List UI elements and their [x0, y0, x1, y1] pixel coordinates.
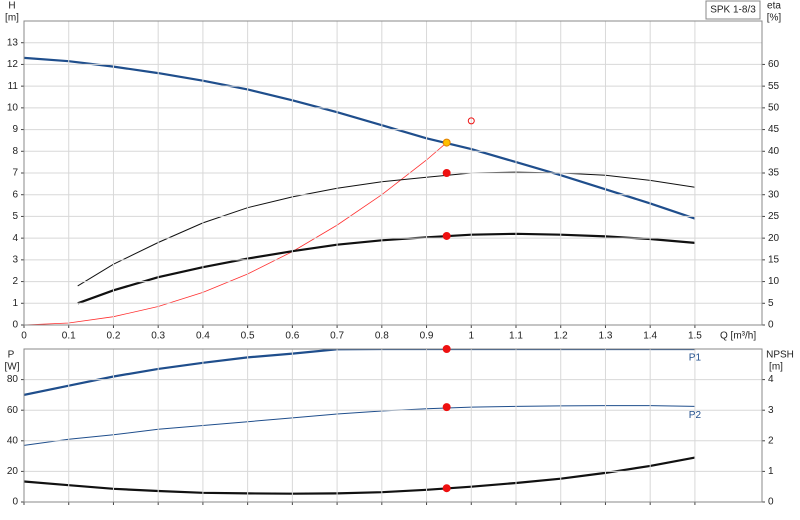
x-tick-label: 0.3 [151, 331, 165, 342]
x-axis-label: Q [m³/h] [720, 331, 756, 342]
y2-axis-unit: [%] [767, 13, 782, 24]
x-tick-label: 1.3 [599, 331, 613, 342]
y2-axis-label: NPSH [766, 350, 794, 361]
y2-tick-label: 0 [768, 320, 774, 331]
plot-frame [23, 348, 763, 503]
y-tick-label: 9 [12, 124, 18, 135]
title-box [705, 0, 761, 20]
y-tick-label: 1 [12, 298, 18, 309]
curve [77, 232, 695, 305]
y-tick-label: 0 [12, 320, 18, 331]
x-tick-label: 1.1 [509, 331, 523, 342]
y2-tick-label: 60 [768, 59, 780, 70]
y2-tick-label: 1 [768, 466, 774, 477]
operating-point [442, 169, 451, 177]
y-tick-label: 4 [12, 233, 18, 244]
x-tick-label: 0.6 [285, 331, 299, 342]
y2-tick-label: 25 [768, 211, 780, 222]
curve [24, 405, 695, 446]
curve [24, 142, 447, 325]
y-axis-label: H [8, 1, 15, 12]
y2-tick-label: 30 [768, 189, 780, 200]
curve [24, 349, 695, 396]
y2-tick-label: 4 [768, 374, 774, 385]
y-tick-label: 20 [7, 466, 19, 477]
y-tick-label: 7 [12, 168, 18, 179]
operating-point [442, 484, 451, 493]
y2-tick-label: 15 [768, 254, 780, 265]
operating-point [442, 138, 451, 147]
y2-tick-label: 0 [768, 497, 774, 508]
y-tick-label: 60 [7, 405, 19, 416]
y-tick-label: 5 [12, 211, 18, 222]
x-tick-label: 0 [21, 331, 27, 342]
y-tick-label: 80 [7, 374, 19, 385]
curve-label: P1 [689, 353, 702, 364]
y-tick-label: 6 [12, 189, 18, 200]
operating-point [442, 345, 451, 353]
x-tick-label: 1.5 [688, 331, 702, 342]
curve [24, 456, 696, 495]
plot-layer [24, 349, 696, 495]
y2-tick-label: 2 [768, 435, 774, 446]
plot-layer [24, 56, 696, 325]
x-tick-label: 0.7 [330, 331, 344, 342]
x-tick-label: 0.2 [107, 331, 121, 342]
y-axis-label: P [8, 350, 15, 361]
y2-tick-label: 10 [768, 276, 780, 287]
x-tick-label: 0.1 [62, 331, 76, 342]
y2-tick-label: 3 [768, 405, 774, 416]
x-tick-label: 1 [468, 331, 474, 342]
y2-axis-label: eta [767, 1, 781, 12]
curve [24, 56, 696, 220]
y2-tick-label: 20 [768, 233, 780, 244]
operating-point [442, 231, 451, 240]
y-tick-label: 10 [7, 102, 19, 113]
x-tick-label: 1.4 [643, 331, 657, 342]
operating-point [442, 403, 451, 412]
y2-tick-label: 35 [768, 168, 780, 179]
y-tick-label: 3 [12, 254, 18, 265]
y-tick-label: 2 [12, 276, 18, 287]
x-tick-label: 0.8 [375, 331, 389, 342]
y-tick-label: 13 [7, 37, 19, 48]
curve-label: P2 [689, 410, 702, 421]
x-tick-label: 0.5 [241, 331, 255, 342]
x-tick-label: 0.9 [420, 331, 434, 342]
y2-tick-label: 50 [768, 102, 780, 113]
operating-point [467, 117, 475, 125]
y2-tick-label: 55 [768, 81, 780, 92]
y2-tick-label: 40 [768, 146, 780, 157]
chart-title: SPK 1-8/3 [710, 5, 756, 16]
y2-tick-label: 5 [768, 298, 774, 309]
y-tick-label: 11 [8, 81, 19, 92]
y2-tick-label: 45 [768, 124, 780, 135]
y-axis-unit: [m] [5, 13, 19, 24]
x-tick-label: 1.2 [554, 331, 568, 342]
x-tick-label: 0.4 [196, 331, 210, 342]
plot-frame [23, 20, 763, 326]
y-tick-label: 40 [7, 435, 19, 446]
y-tick-label: 0 [12, 497, 18, 508]
y2-axis-unit: [m] [769, 362, 783, 373]
y-tick-label: 8 [12, 146, 18, 157]
y-tick-label: 12 [7, 59, 19, 70]
y-axis-unit: [W] [5, 362, 20, 373]
